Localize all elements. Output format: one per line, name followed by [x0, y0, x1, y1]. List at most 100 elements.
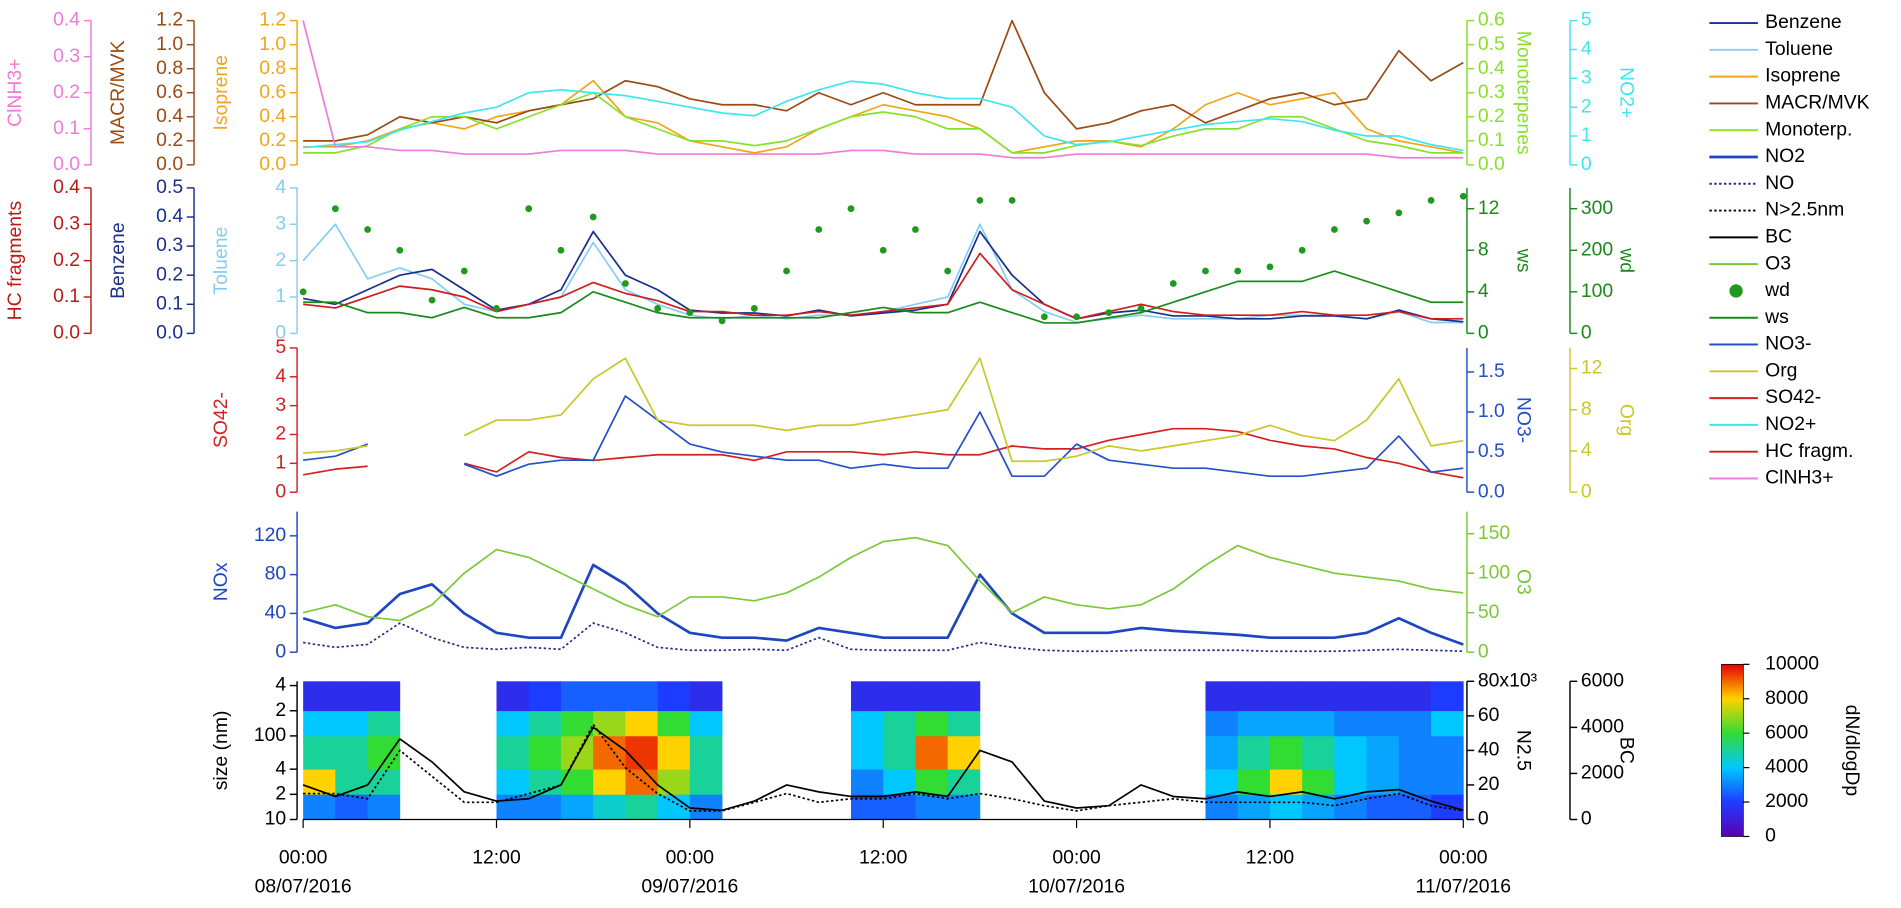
- y-tick-label: 4: [275, 757, 286, 779]
- heatmap-cell: [689, 769, 723, 795]
- heatmap-cell: [1334, 794, 1367, 820]
- colorbar-title: dN/dlogDp: [1841, 705, 1863, 797]
- legend-label: Benzene: [1765, 11, 1842, 33]
- series-line: [303, 79, 1464, 154]
- heatmap-cell: [915, 710, 949, 737]
- x-tick-label: 12:00: [859, 846, 908, 868]
- heatmap-cell: [1398, 769, 1432, 795]
- y-tick-label: 4: [1478, 280, 1489, 302]
- y-tick-label: 60: [1478, 704, 1500, 726]
- y-tick-label: 0.4: [156, 105, 183, 127]
- heatmap-cell: [496, 735, 530, 770]
- y-tick-label: 1: [275, 451, 286, 473]
- y-axis-title: NO3-: [1513, 397, 1535, 443]
- y-tick-label: 20: [1478, 773, 1500, 795]
- heatmap-cell: [1205, 735, 1239, 770]
- legend-label: O3: [1765, 252, 1791, 274]
- heatmap-cell: [915, 769, 949, 795]
- y-tick-label: 8: [1581, 398, 1592, 420]
- y-tick-label: 0: [1478, 640, 1489, 662]
- heatmap-cell: [593, 769, 626, 795]
- series-line: [303, 723, 1464, 812]
- heatmap-cell: [1269, 735, 1303, 770]
- series-line: [303, 395, 1464, 478]
- heatmap-cell: [528, 681, 562, 712]
- y-tick-label: 0.8: [156, 57, 183, 79]
- y-tick-label: 2: [1581, 95, 1592, 117]
- heatmap-cell: [367, 681, 401, 712]
- legend-label: ws: [1764, 306, 1789, 328]
- y-tick-label: 0: [275, 322, 286, 344]
- heatmap-cell: [883, 769, 916, 795]
- y-tick-label: 1.0: [1478, 400, 1505, 422]
- y-tick-label: 0.3: [1478, 81, 1505, 103]
- y-tick-label: 0.1: [53, 117, 80, 139]
- heatmap-cell: [335, 710, 368, 737]
- heatmap-cell: [689, 710, 723, 737]
- heatmap-cell: [1334, 769, 1367, 795]
- y-tick-label: 100: [1581, 280, 1614, 302]
- heatmap-cell: [560, 681, 594, 712]
- heatmap-cell: [496, 681, 530, 712]
- heatmap-cell: [496, 769, 530, 795]
- colorbar: [1721, 663, 1744, 837]
- heatmap-cell: [1334, 735, 1367, 770]
- heatmap-cell: [883, 710, 916, 737]
- heatmap-cell: [1302, 769, 1335, 795]
- heatmap-cell: [528, 794, 562, 820]
- colorbar-tick-label: 10000: [1765, 652, 1819, 674]
- heatmap-cell: [1366, 794, 1400, 820]
- heatmap-cell: [528, 710, 562, 737]
- y-tick-label: 0.4: [1478, 57, 1505, 79]
- y-tick-label: 120: [254, 524, 287, 546]
- y-tick-label: 40: [265, 602, 287, 624]
- data-point: [654, 305, 662, 312]
- data-point: [1427, 196, 1435, 204]
- colorbar-tick-label: 6000: [1765, 721, 1808, 743]
- heatmap-cell: [303, 681, 336, 712]
- heatmap-cell: [1431, 710, 1464, 737]
- y-tick-label: 5: [1581, 9, 1592, 31]
- heatmap-cell: [1334, 710, 1367, 737]
- heatmap-cell: [1366, 710, 1400, 737]
- series-line: [302, 563, 1464, 646]
- data-point: [976, 196, 984, 204]
- y-tick-label: 0: [1581, 480, 1592, 502]
- data-point: [879, 246, 887, 254]
- heatmap-cell: [303, 735, 336, 770]
- y-axis-title: wd: [1616, 247, 1638, 273]
- y-tick-label: 0.1: [156, 292, 183, 314]
- legend-label: SO42-: [1765, 386, 1821, 408]
- heatmap-cell: [1269, 710, 1303, 737]
- heatmap-cell: [689, 794, 723, 820]
- y-tick-label: 0.0: [53, 153, 80, 175]
- x-tick-date: 08/07/2016: [255, 876, 352, 898]
- heatmap-cell: [335, 681, 368, 712]
- data-point: [622, 280, 629, 287]
- heatmap-cell: [367, 794, 401, 820]
- heatmap-cell: [1398, 794, 1432, 820]
- series-line: [303, 91, 1464, 154]
- y-axis-title: N2.5: [1513, 730, 1535, 771]
- y-tick-label: 0.0: [156, 153, 183, 175]
- legend-label: Isoprene: [1765, 65, 1840, 87]
- heatmap-cell: [625, 769, 658, 795]
- series-line: [302, 536, 1464, 622]
- series-line: [303, 80, 1464, 152]
- y-tick-label: 4: [275, 176, 286, 198]
- x-tick-date: 10/07/2016: [1028, 876, 1125, 898]
- data-point: [686, 309, 694, 316]
- y-axis-title: NOx: [210, 562, 232, 601]
- y-tick-label: 0.1: [53, 285, 80, 307]
- legend-marker: [1729, 284, 1743, 298]
- y-tick-label: 3: [275, 212, 286, 234]
- y-tick-label: 1.2: [156, 9, 183, 31]
- data-point: [1363, 217, 1371, 225]
- heatmap-cell: [915, 735, 949, 770]
- y-axis-title: NO2+: [1616, 67, 1638, 118]
- heatmap-cell: [1366, 681, 1400, 712]
- y-axis-title: size (nm): [210, 711, 232, 791]
- y-tick-label: 0.0: [53, 322, 80, 344]
- heatmap-cell: [625, 735, 658, 770]
